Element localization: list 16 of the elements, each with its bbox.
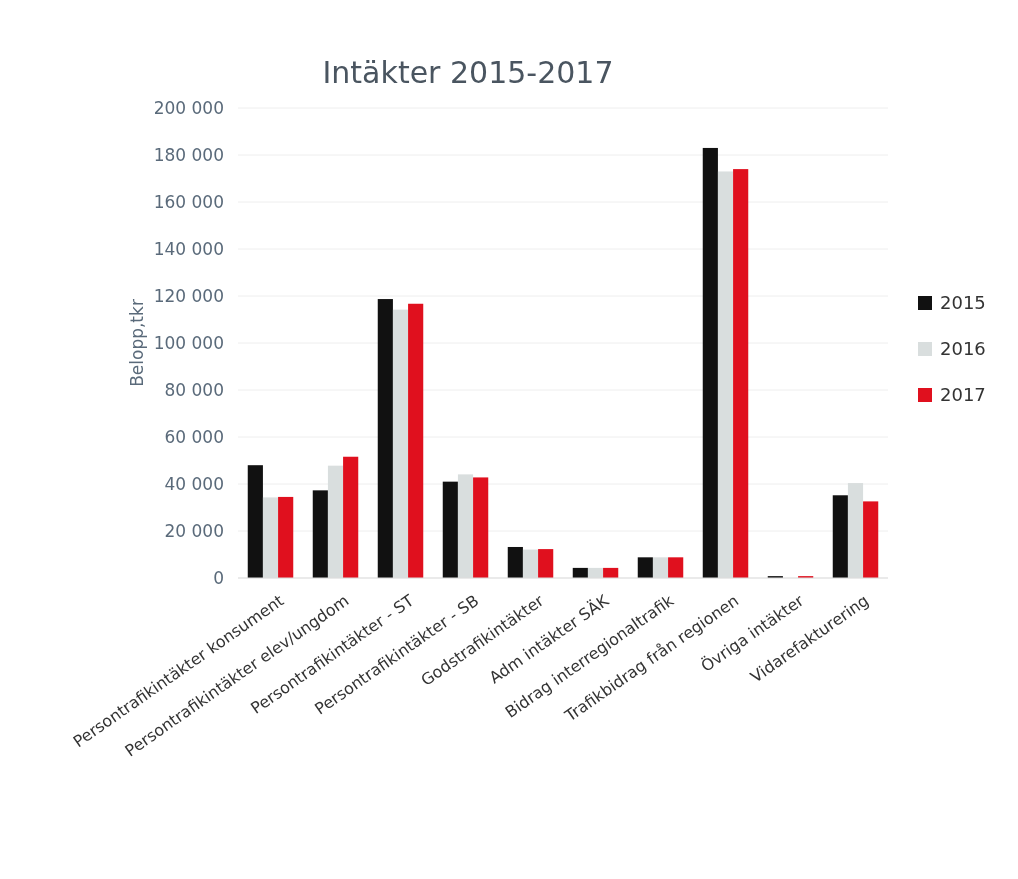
y-tick-label: 40 000 [164,473,224,494]
y-tick-label: 100 000 [153,332,224,353]
y-tick-label: 20 000 [164,520,224,541]
y-tick-label: 60 000 [164,426,224,447]
y-tick-label: 200 000 [153,97,224,118]
y-tick-label: 140 000 [153,238,224,259]
y-tick-label: 80 000 [164,379,224,400]
y-tick-label: 0 [213,567,224,588]
legend-label: 2016 [940,338,986,360]
legend-label: 2015 [940,292,986,314]
y-axis-title: Belopp,tkr [127,299,147,387]
chart-title: Intäkter 2015-2017 [322,55,614,90]
legend-label: 2017 [940,384,986,406]
y-tick-label: 180 000 [153,144,224,165]
y-tick-label: 120 000 [153,285,224,306]
y-tick-label: 160 000 [153,191,224,212]
